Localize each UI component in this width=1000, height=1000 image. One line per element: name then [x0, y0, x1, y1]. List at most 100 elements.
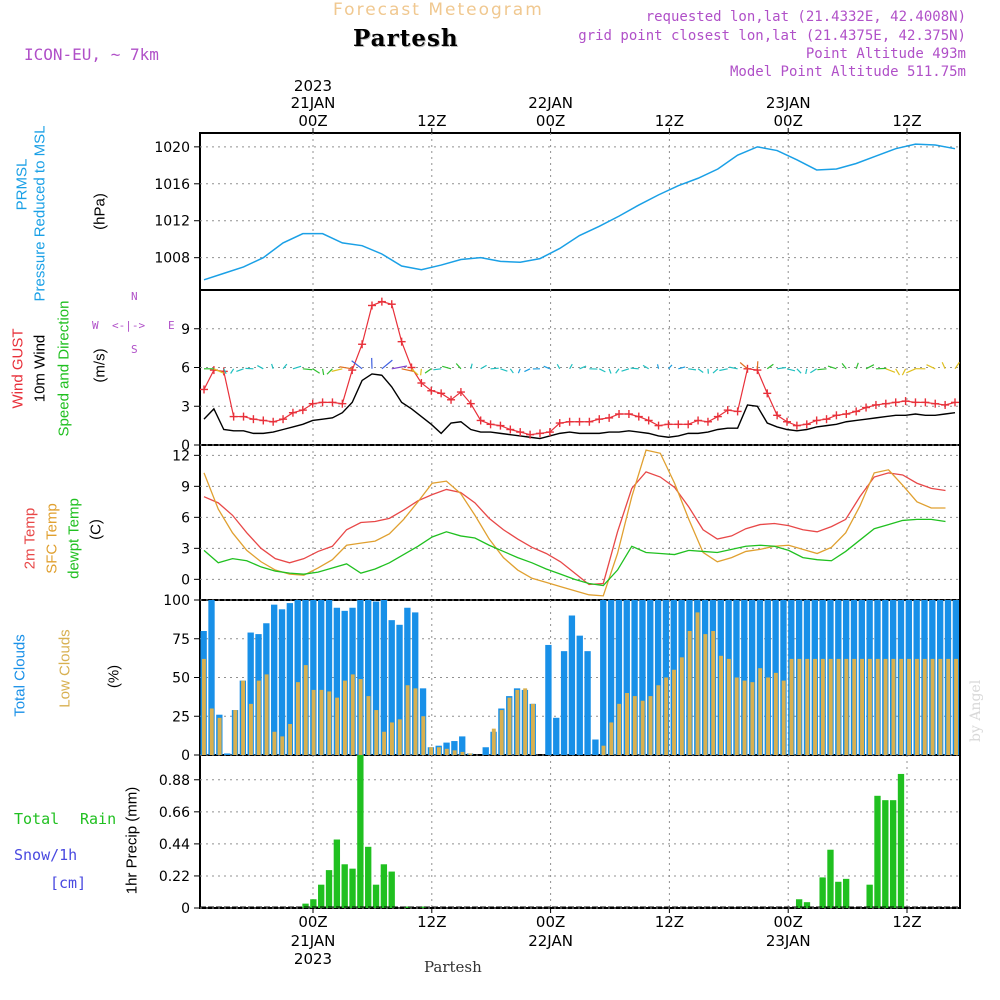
bottom-time-label: 00Z: [298, 913, 327, 931]
rain-bar: [419, 906, 427, 908]
wind-arrow: [442, 365, 452, 370]
y-tick-label: 0.66: [159, 805, 190, 821]
y-tick-label: 3: [181, 399, 190, 415]
wind-arrow: [885, 368, 896, 373]
total-cloud-bar: [647, 600, 654, 755]
low-cloud-bar: [867, 658, 872, 755]
total-cloud-bar: [310, 600, 317, 755]
low-cloud-bar: [460, 751, 465, 755]
total-cloud-bar: [592, 739, 599, 755]
low-cloud-bar: [390, 722, 394, 755]
wind-arrow: [213, 368, 224, 374]
low-cloud-bar: [656, 685, 661, 755]
total-cloud-bar: [404, 607, 411, 755]
total-cloud-bar: [568, 615, 576, 755]
low-cloud-bar: [264, 674, 269, 755]
total-cloud-bar: [607, 600, 615, 755]
low-cloud-bar: [209, 708, 214, 755]
total-cloud-bar: [247, 632, 254, 755]
wind-speed-line: [203, 373, 956, 440]
bottom-day-label: 22JAN: [528, 932, 573, 950]
low-cloud-bar: [311, 689, 316, 755]
low-cloud-bar: [374, 710, 379, 755]
low-cloud-bar: [758, 668, 763, 755]
point-altitude: Point Altitude 493m: [805, 46, 966, 62]
low-cloud-bar: [789, 658, 794, 755]
bottom-time-label: 00Z: [536, 913, 565, 931]
low-cloud-bar: [805, 658, 810, 755]
top-time-label: 00Z: [298, 112, 327, 130]
rain-bar: [349, 868, 356, 908]
total-cloud-bar: [271, 604, 278, 755]
low-cloud-bar: [781, 680, 786, 755]
low-cloud-bar: [813, 658, 818, 755]
total-cloud-bar: [545, 644, 552, 755]
y-tick-label: 9: [181, 322, 190, 338]
wind-arrow: [543, 365, 551, 370]
total-cloud-bar: [286, 603, 294, 755]
total-cloud-bar: [459, 736, 466, 755]
bottom-time-label: 12Z: [417, 913, 446, 931]
rain-bar: [302, 903, 309, 908]
total-cloud-bar: [584, 651, 591, 755]
y-tick-label: 1008: [154, 251, 190, 267]
wind-arrow: [719, 368, 728, 372]
low-cloud-bar: [335, 697, 340, 755]
rain-bar: [341, 864, 348, 908]
low-cloud-bar: [719, 655, 723, 755]
low-cloud-bar: [342, 680, 347, 755]
rain-bar: [372, 884, 380, 908]
low-cloud-bar: [413, 688, 418, 755]
rain-bar: [310, 899, 317, 908]
rain-bar: [325, 870, 333, 908]
wind-arrow: [401, 368, 415, 373]
wind-arrow: [712, 368, 719, 374]
requested-coords: requested lon,lat (21.4332E, 42.4008N): [645, 9, 966, 25]
low-cloud-bar: [421, 716, 426, 755]
low-cloud-bar: [750, 682, 755, 755]
wind-arrow: [271, 363, 274, 369]
dewpt-temp-line: [203, 518, 946, 587]
low-cloud-bar: [382, 731, 387, 755]
compass-s: S: [131, 343, 138, 356]
total-cloud-bar: [325, 600, 333, 755]
bottom-time-label: 00Z: [774, 913, 803, 931]
low-cloud-bar: [288, 724, 293, 755]
wind-arrow: [569, 363, 573, 370]
wind-arrow: [817, 368, 827, 371]
y-tick-label: 0: [181, 438, 190, 454]
low-cloud-bar: [695, 612, 700, 755]
wind-arrow: [926, 364, 936, 370]
low-cloud-bar: [954, 658, 959, 755]
snow-label: Snow/1h: [14, 846, 78, 864]
low-cloud-bar: [648, 696, 653, 755]
wind-arrow: [642, 364, 649, 370]
total-cloud-bar: [380, 600, 388, 755]
wind-arrow: [381, 359, 393, 370]
y-tick-label: 0: [181, 572, 190, 588]
low-cloud-bar: [405, 685, 410, 755]
compass-e: E: [168, 319, 175, 332]
y-tick-label: 6: [181, 510, 190, 526]
low-cloud-bar: [523, 688, 528, 755]
wind-arrow: [411, 368, 419, 376]
low-cloud-bar: [429, 747, 434, 755]
low-cloud-bar: [836, 658, 841, 755]
y-tick-label: 0.22: [159, 869, 190, 885]
wind-arrow: [509, 368, 514, 374]
low-cloud-bar: [531, 703, 535, 755]
low-cloud-bar: [609, 722, 614, 755]
rain-label: Rain: [80, 810, 117, 828]
wind-arrow: [841, 363, 847, 370]
low-cloud-bar: [914, 658, 919, 755]
bottom-time-label: 12Z: [655, 913, 684, 931]
low-cloud-bar: [907, 658, 912, 755]
total-cloud-bar: [631, 600, 638, 755]
total-cloud-bar: [278, 609, 286, 755]
total-cloud-bar: [654, 600, 662, 755]
y-tick-label: 1020: [154, 140, 190, 156]
rain-bar: [866, 884, 873, 908]
low-cloud-bar: [327, 691, 332, 755]
wind-arrow: [455, 363, 462, 370]
wind-arrow: [312, 368, 320, 374]
